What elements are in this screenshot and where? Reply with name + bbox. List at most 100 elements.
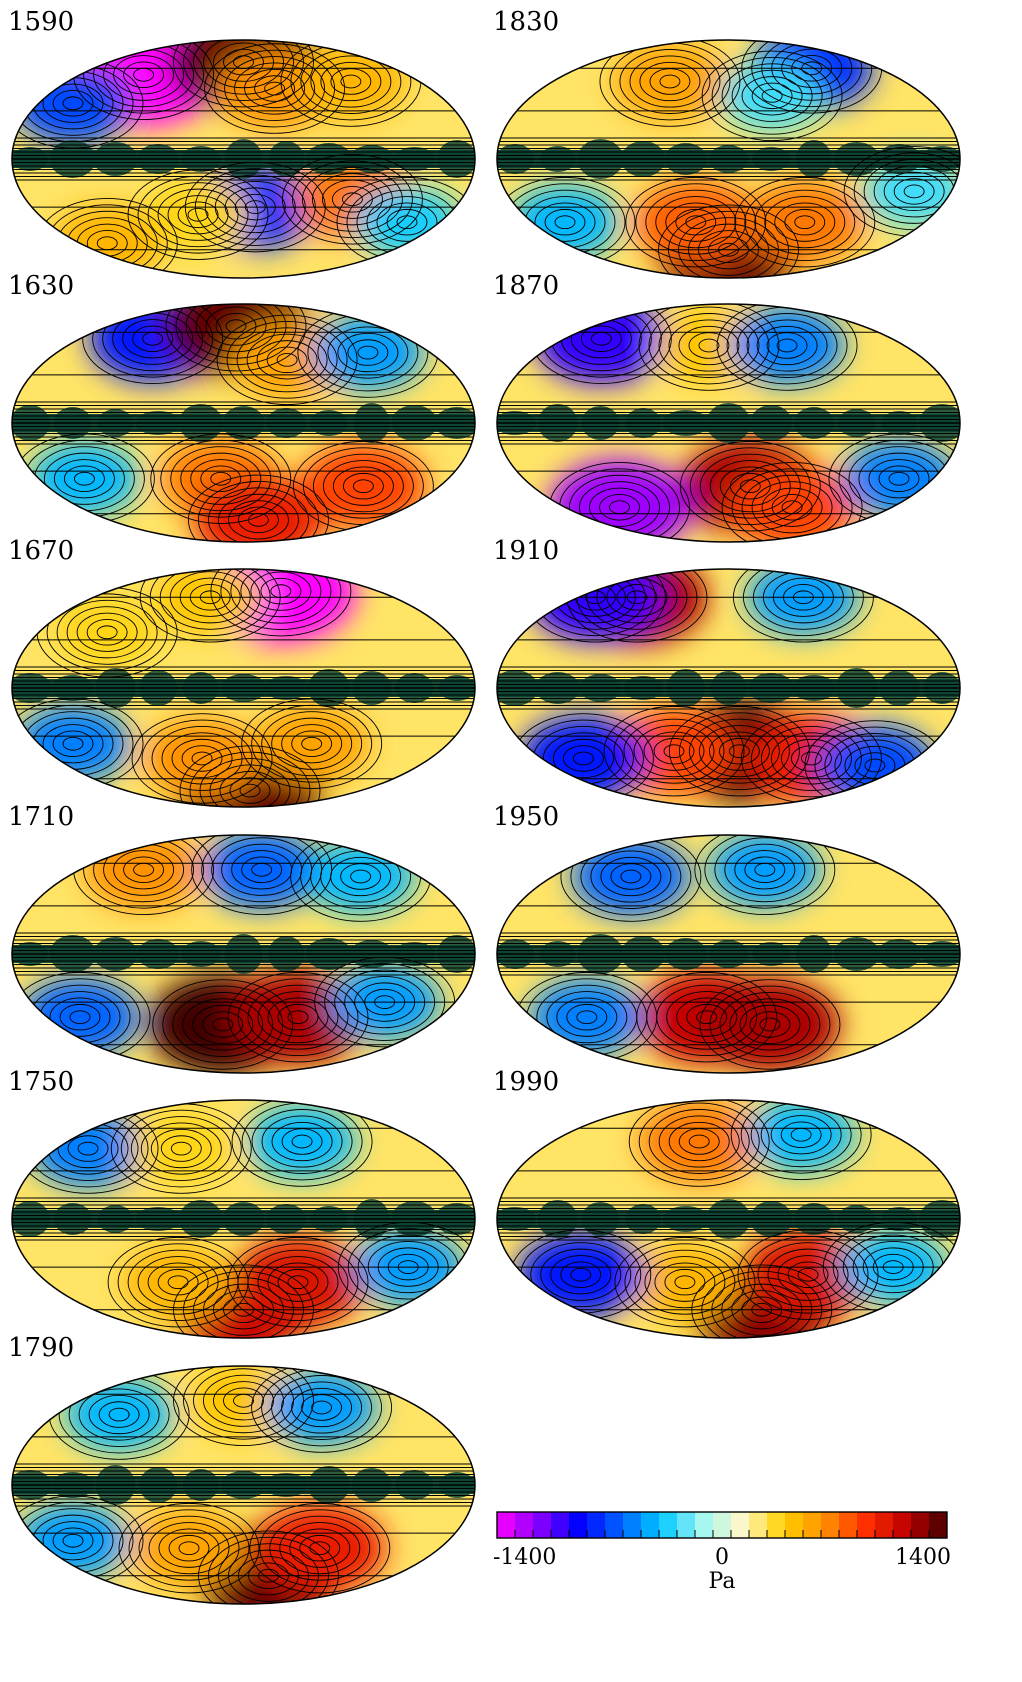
anomaly-blob — [549, 459, 691, 542]
map-outline — [496, 1099, 961, 1339]
anomaly-blob — [132, 1509, 247, 1587]
map-outline — [11, 1365, 476, 1605]
colorbar-bin — [569, 1512, 588, 1538]
map-panel: 1910 — [493, 536, 961, 808]
anomaly-blob — [312, 314, 424, 391]
anomaly-blob — [300, 443, 427, 530]
colorbar-bin — [857, 1512, 876, 1538]
map-outline — [496, 568, 961, 808]
panel-year-label: 1910 — [493, 536, 559, 566]
anomaly-blob — [572, 836, 690, 917]
colorbar-bin — [605, 1512, 624, 1538]
panel-year-label: 1990 — [493, 1067, 559, 1097]
panel-year-label: 1870 — [493, 271, 559, 301]
map-panel: 1630 — [8, 271, 476, 543]
panel-year-label: 1830 — [493, 7, 559, 37]
colorbar-bin — [911, 1512, 930, 1538]
contour-lines — [12, 569, 475, 807]
panel-year-label: 1950 — [493, 802, 559, 832]
colorbar-bin — [497, 1512, 516, 1538]
colorbar-bin — [515, 1512, 534, 1538]
map-outline — [11, 1099, 476, 1339]
anomaly-blob — [203, 835, 321, 910]
anomaly-blob — [65, 1377, 174, 1452]
panel-year-label: 1670 — [8, 536, 74, 566]
colorbar-bin — [749, 1512, 768, 1538]
map-panel: 1990 — [493, 1067, 961, 1339]
map-outline — [11, 834, 476, 1074]
anomaly-blob — [634, 180, 758, 265]
anomaly-blob — [699, 976, 841, 1073]
map-outline — [11, 39, 476, 279]
anomaly-blob — [248, 1104, 357, 1179]
anomaly-blob — [639, 1100, 760, 1183]
anomaly-blob — [54, 596, 160, 668]
map-panel: 1790 — [8, 1333, 476, 1605]
panel-year-label: 1790 — [8, 1333, 74, 1363]
map-panel: 1950 — [493, 802, 961, 1074]
anomaly-blob — [230, 1236, 366, 1329]
colorbar-bin — [533, 1512, 552, 1538]
anomaly-blob — [629, 1244, 741, 1320]
map-outline — [496, 39, 961, 279]
colorbar-bin — [785, 1512, 804, 1538]
colorbar-bin — [659, 1512, 678, 1538]
anomaly-blob — [17, 1502, 129, 1579]
colorbar-bin — [695, 1512, 714, 1538]
colorbar-unit-label: Pa — [709, 1569, 736, 1594]
panel-year-label: 1710 — [8, 802, 74, 832]
contour-lines — [497, 569, 960, 807]
anomaly-blob — [520, 715, 647, 802]
colorbar: -1400 0 1400 Pa — [493, 1511, 951, 1594]
colorbar-bin — [551, 1512, 570, 1538]
colorbar-bin — [587, 1512, 606, 1538]
map-panel: 1870 — [493, 271, 961, 543]
panel-year-label: 1630 — [8, 271, 74, 301]
colorbar-bin — [713, 1512, 732, 1538]
colorbar-max-label: 1400 — [895, 1545, 951, 1570]
contour-lines — [497, 304, 960, 542]
map-panel: 1670 — [8, 536, 476, 808]
map-panel: 1830 — [493, 7, 961, 279]
colorbar-bin — [803, 1512, 822, 1538]
anomaly-blob — [744, 181, 865, 263]
colorbar-bin — [641, 1512, 660, 1538]
colorbar-bin — [839, 1512, 858, 1538]
colorbar-mid-label: 0 — [715, 1545, 729, 1570]
anomaly-blob — [517, 1231, 644, 1318]
anomaly-blob — [13, 62, 134, 145]
contour-lines — [12, 40, 475, 278]
colorbar-bin — [893, 1512, 912, 1538]
map-panel: 1750 — [8, 1067, 476, 1339]
panel-year-label: 1590 — [8, 7, 74, 37]
anomaly-blob — [730, 306, 845, 385]
colorbar-bin — [677, 1512, 696, 1538]
anomaly-blob — [254, 704, 369, 783]
colorbar-bin — [821, 1512, 840, 1538]
anomaly-blob — [709, 835, 821, 908]
map-panels: 1590 1830 1630 1870 1670 1910 1710 1950 1750 1990… — [8, 7, 961, 1605]
map-outline — [496, 303, 961, 543]
anomaly-blob — [612, 42, 727, 121]
colorbar-frame — [496, 1511, 948, 1539]
contour-lines — [497, 835, 960, 1070]
anomaly-blob — [253, 1503, 386, 1594]
panel-year-label: 1750 — [8, 1067, 74, 1097]
colorbar-bin — [875, 1512, 894, 1538]
colorbar-bins — [496, 1511, 948, 1539]
anomaly-blob — [128, 1112, 234, 1185]
colorbar-bin — [929, 1512, 948, 1538]
anomaly-blob — [721, 61, 824, 131]
colorbar-bin — [767, 1512, 786, 1538]
colorbar-bin — [623, 1512, 642, 1538]
anomaly-blob — [747, 1100, 856, 1172]
contour-lines — [12, 835, 475, 1070]
colorbar-bin — [731, 1512, 750, 1538]
map-outline — [496, 834, 961, 1074]
map-panel: 1710 — [8, 802, 476, 1074]
pressure-anomaly-field — [535, 304, 956, 542]
anomaly-blob — [654, 308, 763, 383]
map-outline — [11, 303, 476, 543]
anomaly-blob — [295, 43, 407, 120]
